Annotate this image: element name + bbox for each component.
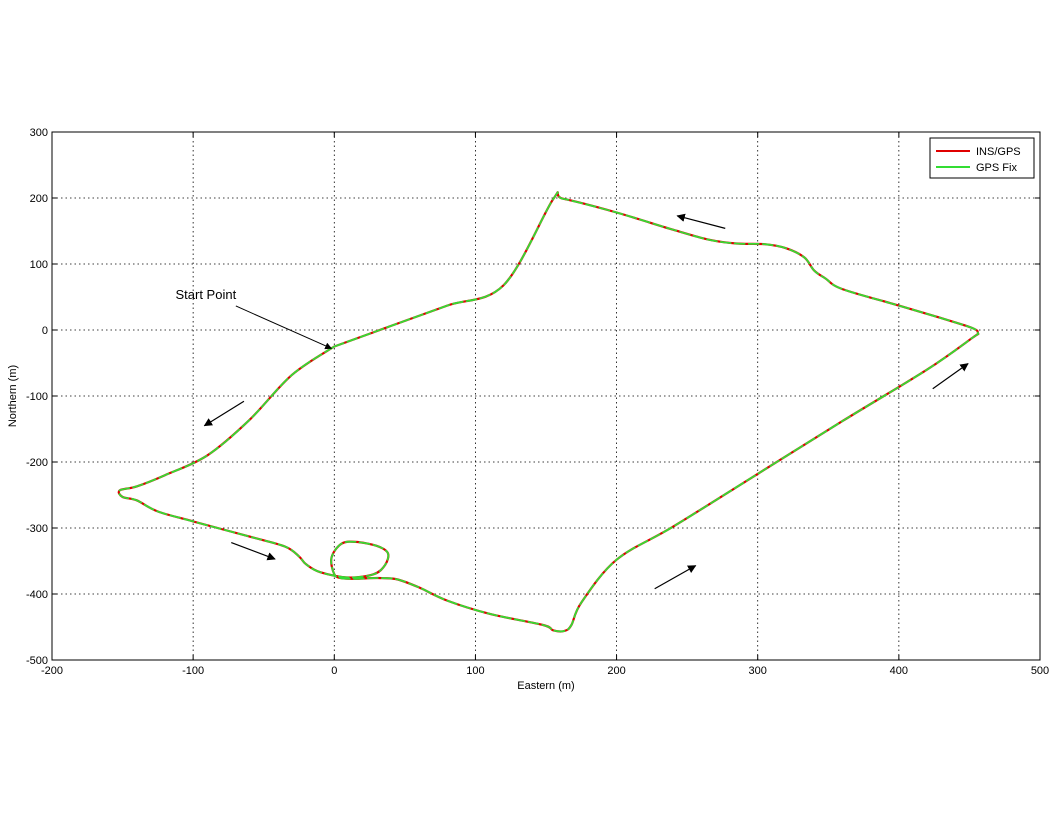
y-tick-label: 0 xyxy=(42,325,48,337)
y-tick-label: -200 xyxy=(26,457,48,469)
annotations: Start Point xyxy=(175,287,333,350)
direction-arrow xyxy=(231,541,276,561)
legend-label-ins-gps: INS/GPS xyxy=(976,146,1021,158)
y-tick-label: 300 xyxy=(30,127,48,139)
series-line-ins-gps xyxy=(117,191,980,633)
y-tick-label: -300 xyxy=(26,523,48,535)
series-line-gps-fix xyxy=(117,191,980,633)
x-tick-label: 200 xyxy=(607,665,625,677)
direction-arrow xyxy=(203,400,245,427)
x-tick-label: 500 xyxy=(1031,665,1049,677)
start-point-label: Start Point xyxy=(175,287,236,302)
y-axis-ticks: -500 -400 -300 -200 -100 0 100 200 300 xyxy=(26,127,1040,667)
start-point-arrow xyxy=(235,305,333,350)
direction-arrow xyxy=(654,565,697,590)
y-tick-label: 100 xyxy=(30,259,48,271)
x-tick-label: 0 xyxy=(331,665,337,677)
legend-box xyxy=(929,137,1035,179)
x-tick-label: -100 xyxy=(182,665,204,677)
x-tick-label: -200 xyxy=(41,665,63,677)
x-tick-label: 300 xyxy=(749,665,767,677)
x-axis-label: Eastern (m) xyxy=(517,680,574,692)
x-tick-label: 400 xyxy=(890,665,908,677)
legend: INS/GPS GPS Fix xyxy=(929,137,1035,179)
y-tick-label: -500 xyxy=(26,655,48,667)
y-axis-label: Northern (m) xyxy=(7,365,19,427)
x-axis-ticks: -200 -100 0 100 200 300 400 500 xyxy=(41,132,1049,677)
legend-label-gps-fix: GPS Fix xyxy=(976,162,1017,174)
y-tick-label: 200 xyxy=(30,193,48,205)
x-tick-label: 100 xyxy=(466,665,484,677)
plot-series xyxy=(117,191,980,633)
y-tick-label: -100 xyxy=(26,391,48,403)
direction-arrow xyxy=(932,363,969,390)
y-tick-label: -400 xyxy=(26,589,48,601)
direction-arrows xyxy=(203,213,969,590)
direction-arrow xyxy=(676,213,726,229)
